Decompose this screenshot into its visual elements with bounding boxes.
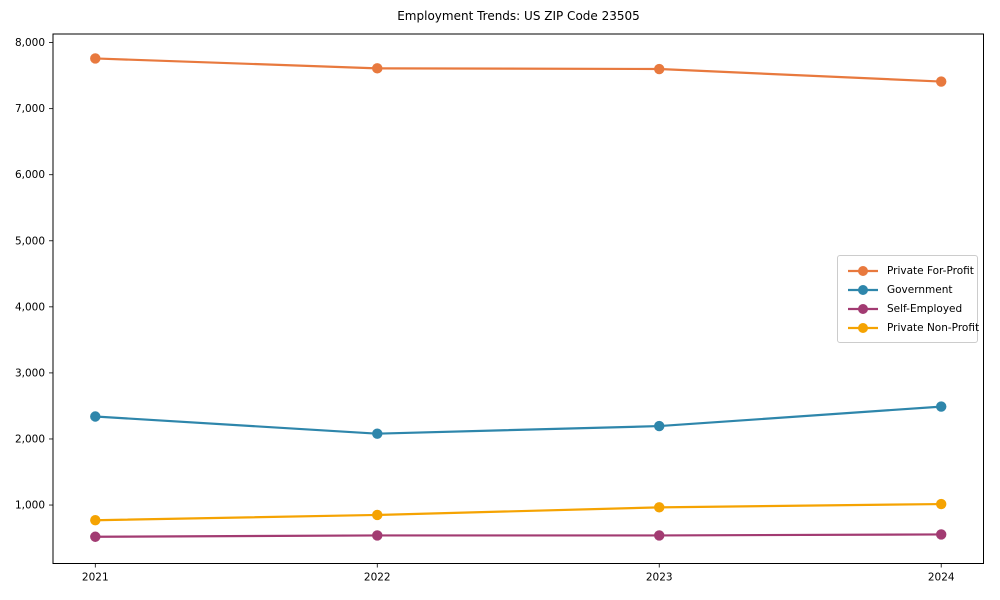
legend-marker-icon xyxy=(848,322,878,333)
legend-item: Private For-Profit xyxy=(847,261,974,280)
series-line xyxy=(95,533,942,538)
x-axis-tick-label: 2023 xyxy=(646,572,673,584)
axis-frame xyxy=(52,33,984,564)
legend-item: Private Non-Profit xyxy=(847,318,979,337)
series-line xyxy=(95,502,942,522)
series-line xyxy=(95,405,942,435)
x-axis-tick-label: 2022 xyxy=(364,572,391,584)
data-point-marker xyxy=(372,509,383,521)
y-axis-tick-label: 3,000 xyxy=(15,367,45,379)
legend-marker-icon xyxy=(848,303,878,314)
y-axis-tick-label: 7,000 xyxy=(15,103,45,115)
legend-label: Self-Employed xyxy=(887,302,963,315)
data-point-marker xyxy=(936,529,947,540)
legend-item: Government xyxy=(847,280,971,299)
data-point-marker xyxy=(936,401,947,412)
data-point-marker xyxy=(372,530,383,541)
data-point-marker xyxy=(936,498,947,510)
data-point-marker xyxy=(372,63,383,74)
y-axis-tick-label: 2,000 xyxy=(15,433,45,445)
y-axis-tick-label: 6,000 xyxy=(15,169,45,181)
y-axis-tick-label: 4,000 xyxy=(15,301,45,313)
series-line xyxy=(95,57,942,83)
legend: Private For-Profit Government Self-Employe… xyxy=(837,255,979,343)
y-axis-tick-label: 8,000 xyxy=(15,37,45,49)
data-point-marker xyxy=(936,76,947,87)
legend-label: Government xyxy=(887,283,953,296)
data-point-marker xyxy=(90,53,101,64)
data-point-marker xyxy=(654,530,665,541)
x-axis-tick-label: 2024 xyxy=(928,572,955,584)
legend-item: Self-Employed xyxy=(847,299,971,318)
data-point-marker xyxy=(372,428,383,439)
data-point-marker xyxy=(654,502,665,513)
data-point-marker xyxy=(90,531,101,542)
x-axis-tick-label: 2021 xyxy=(82,572,109,584)
data-point-marker xyxy=(654,420,665,432)
legend-label: Private Non-Profit xyxy=(887,321,980,334)
chart-title: Employment Trends: US ZIP Code 23505 xyxy=(397,9,640,23)
legend-label: Private For-Profit xyxy=(887,264,974,277)
data-point-marker xyxy=(654,63,665,75)
data-point-marker xyxy=(90,411,101,422)
legend-marker-icon xyxy=(848,265,878,276)
y-axis-tick-label: 5,000 xyxy=(15,235,45,247)
data-point-marker xyxy=(90,515,101,526)
legend-marker-icon xyxy=(848,284,878,295)
y-axis-tick-label: 1,000 xyxy=(15,500,45,512)
